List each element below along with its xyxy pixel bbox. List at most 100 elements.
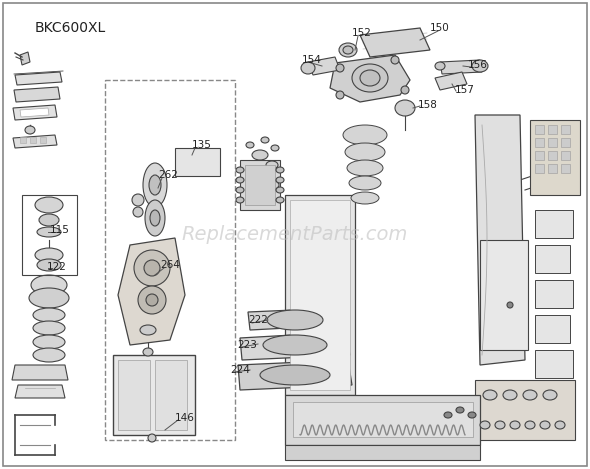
Ellipse shape [276,167,284,173]
Ellipse shape [251,170,265,180]
Bar [285,395,480,445]
Text: 154: 154 [302,55,322,65]
Polygon shape [13,135,57,148]
Ellipse shape [555,421,565,429]
Ellipse shape [276,177,284,183]
Polygon shape [13,105,57,120]
Ellipse shape [260,365,330,385]
Bar [290,200,350,390]
Ellipse shape [480,421,490,429]
Ellipse shape [33,335,65,349]
Ellipse shape [133,207,143,217]
Bar [175,148,220,176]
Bar [535,245,570,273]
Ellipse shape [236,197,244,203]
Ellipse shape [349,176,381,190]
Bar [30,137,36,143]
Ellipse shape [271,145,279,151]
Ellipse shape [261,180,279,190]
Ellipse shape [143,348,153,356]
Ellipse shape [33,348,65,362]
Bar [293,402,473,437]
Ellipse shape [276,187,284,193]
Bar [548,138,557,147]
Ellipse shape [343,125,387,145]
Text: 224: 224 [230,365,250,375]
Bar [480,240,528,350]
Bar [548,164,557,173]
Ellipse shape [343,46,353,54]
Ellipse shape [503,390,517,400]
Bar [20,137,26,143]
Polygon shape [360,28,430,57]
Ellipse shape [33,308,65,322]
Ellipse shape [472,60,488,72]
Bar [561,151,570,160]
Polygon shape [15,385,65,398]
Polygon shape [20,108,49,117]
Ellipse shape [246,142,254,148]
Ellipse shape [236,187,244,193]
Ellipse shape [336,91,344,99]
Bar [535,210,573,238]
Bar [561,125,570,134]
Bar [548,125,557,134]
Polygon shape [238,360,352,390]
Bar [535,138,544,147]
Ellipse shape [39,214,59,226]
Ellipse shape [132,194,144,206]
Ellipse shape [236,177,244,183]
Ellipse shape [483,390,497,400]
Bar [22,195,77,275]
Ellipse shape [150,210,160,226]
Ellipse shape [336,64,344,72]
Bar [561,138,570,147]
Ellipse shape [252,150,268,160]
Bar [240,160,280,210]
Ellipse shape [391,56,399,64]
Bar [535,125,544,134]
Bar [535,315,570,343]
Polygon shape [435,72,467,90]
Text: ReplacementParts.com: ReplacementParts.com [182,225,408,244]
Ellipse shape [140,325,156,335]
Text: 115: 115 [50,225,70,235]
Ellipse shape [339,43,357,57]
Bar [285,195,355,395]
Ellipse shape [37,259,61,271]
Bar [561,164,570,173]
Bar [245,165,275,205]
Bar [155,360,187,430]
Polygon shape [330,55,410,102]
Ellipse shape [138,286,166,314]
Ellipse shape [525,421,535,429]
FancyBboxPatch shape [3,3,587,466]
Bar [475,380,575,440]
Ellipse shape [347,160,383,176]
Ellipse shape [267,310,323,330]
Ellipse shape [507,302,513,308]
Bar [548,151,557,160]
Text: 146: 146 [175,413,195,423]
Bar [535,164,544,173]
Ellipse shape [236,167,244,173]
Ellipse shape [495,421,505,429]
Ellipse shape [435,62,445,70]
Text: BKC600XL: BKC600XL [35,21,106,35]
Bar [530,120,580,195]
Ellipse shape [468,412,476,418]
Ellipse shape [149,175,161,195]
Ellipse shape [301,62,315,74]
Ellipse shape [33,321,65,335]
Ellipse shape [37,227,61,237]
Ellipse shape [345,143,385,161]
Text: 122: 122 [47,262,67,272]
Ellipse shape [351,192,379,204]
Polygon shape [15,72,62,85]
Ellipse shape [29,288,69,308]
Ellipse shape [25,126,35,134]
Ellipse shape [276,197,284,203]
Polygon shape [118,238,185,345]
Bar [535,280,573,308]
Text: 152: 152 [352,28,372,38]
